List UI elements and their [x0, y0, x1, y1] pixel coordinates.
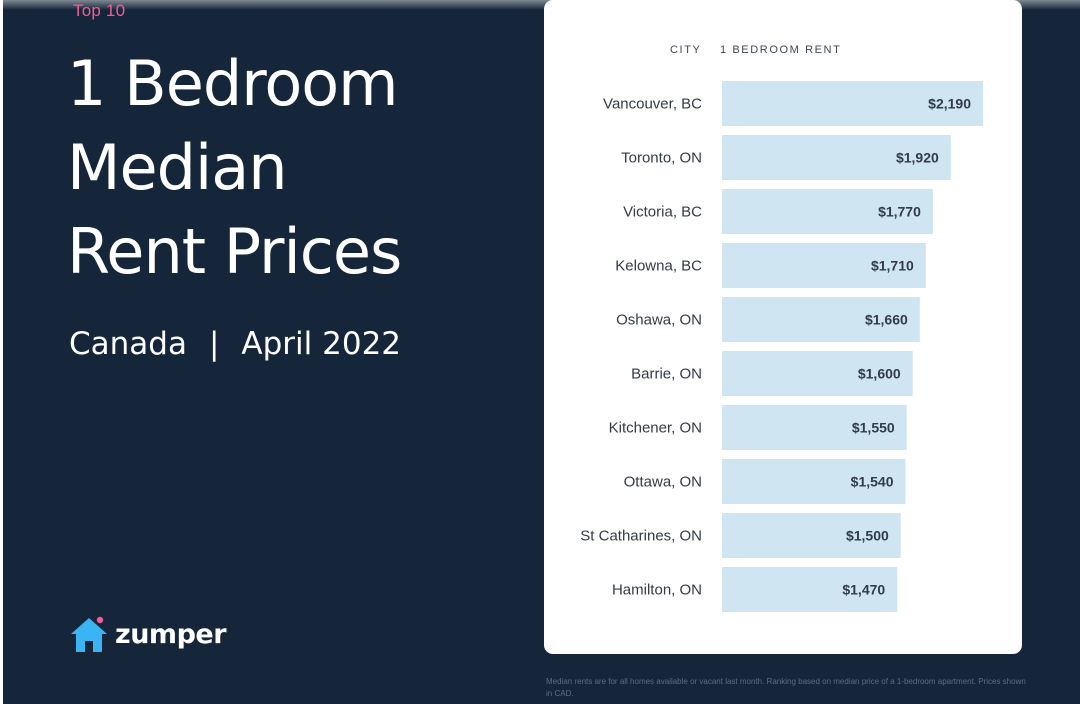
city-label: Hamilton, ON [612, 582, 702, 599]
city-label: Victoria, BC [623, 204, 702, 221]
city-label: Kitchener, ON [609, 420, 702, 437]
value-label: $1,710 [871, 258, 914, 274]
bar [722, 135, 951, 180]
city-label: Ottawa, ON [624, 474, 702, 491]
value-label: $1,500 [846, 528, 889, 544]
brand-logo: zumper [69, 614, 227, 654]
value-label: $1,600 [858, 366, 901, 382]
bar [722, 513, 901, 558]
title-line: Rent Prices [67, 215, 402, 288]
city-label: Barrie, ON [631, 366, 702, 383]
value-label: $1,470 [842, 582, 885, 598]
city-label: Vancouver, BC [603, 96, 702, 113]
value-label: $1,920 [896, 150, 939, 166]
page-title: 1 Bedroom Median Rent Prices [67, 42, 402, 294]
chart-card: CITY 1 BEDROOM RENT Vancouver, BC $2,190 T… [544, 0, 1022, 654]
house-icon [71, 616, 107, 652]
bar [722, 297, 920, 342]
brand-name: zumper [115, 618, 227, 650]
city-label: Toronto, ON [621, 150, 702, 167]
bar [722, 405, 907, 450]
region-label: Canada [69, 326, 187, 362]
value-label: $1,660 [865, 312, 908, 328]
kicker-label: Top 10 [73, 1, 126, 20]
bar [722, 351, 913, 396]
bar [722, 567, 898, 612]
bar [722, 189, 933, 234]
city-label: Kelowna, BC [615, 258, 702, 275]
title-line: Median [67, 131, 288, 204]
city-label: St Catharines, ON [580, 528, 702, 545]
bar [722, 459, 906, 504]
top-fade [3, 0, 1080, 10]
bar-chart: Vancouver, BC $2,190 Toronto, ON $1,920 Vict… [580, 81, 983, 612]
value-label: $1,770 [878, 204, 921, 220]
column-header-rent: 1 BEDROOM RENT [720, 44, 842, 56]
value-label: $2,190 [928, 96, 971, 112]
title-line: 1 Bedroom [67, 47, 399, 120]
period-label: April 2022 [241, 326, 402, 362]
value-label: $1,540 [851, 474, 894, 490]
bar [722, 81, 983, 126]
value-label: $1,550 [852, 420, 895, 436]
bar [722, 243, 926, 288]
footnote: Median rents are for all homes available… [546, 677, 1026, 698]
column-header-city: CITY [670, 44, 702, 56]
city-label: Oshawa, ON [616, 312, 702, 329]
subtitle: Canada | April 2022 [69, 326, 401, 362]
subtitle-separator: | [208, 326, 220, 362]
